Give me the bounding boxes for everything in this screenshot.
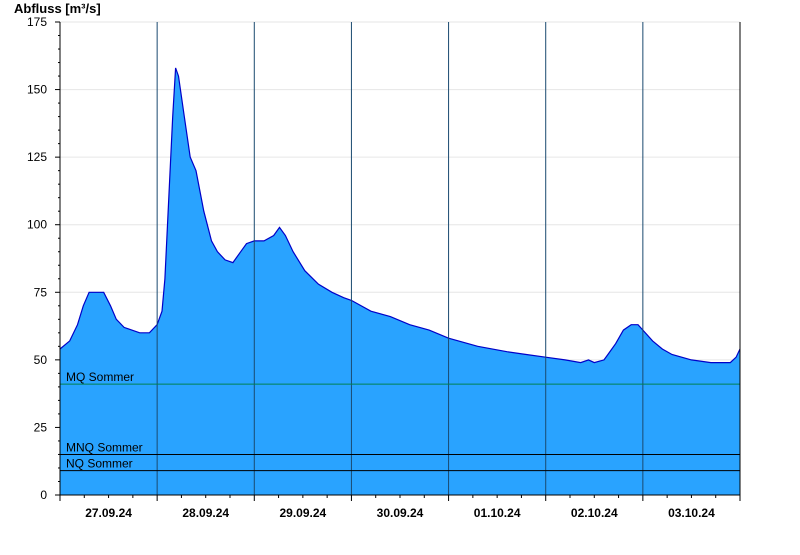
day-lines-layer <box>156 22 644 495</box>
x-tick-label: 29.09.24 <box>279 506 326 520</box>
y-tick-label: 25 <box>34 420 48 434</box>
x-tick-label: 01.10.24 <box>474 506 521 520</box>
area-layer <box>59 67 741 496</box>
y-tick-label: 50 <box>34 353 48 367</box>
y-tick-label: 175 <box>27 15 47 29</box>
x-tick-label: 30.09.24 <box>377 506 424 520</box>
reference-line-label: MNQ Sommer <box>66 440 143 454</box>
x-tick-label: 27.09.24 <box>85 506 132 520</box>
x-tick-label: 02.10.24 <box>571 506 618 520</box>
reference-line-label: NQ Sommer <box>66 457 133 471</box>
axis-layer: 0 25 50 75 100 125 150 175 27.09.24 28.09.24 29.09… <box>27 15 741 520</box>
y-tick-label: 125 <box>27 150 47 164</box>
x-tick-label: 28.09.24 <box>182 506 229 520</box>
y-tick-label: 150 <box>27 83 47 97</box>
discharge-area <box>60 67 740 496</box>
reference-lines-layer: MQ Sommer MNQ Sommer NQ Sommer <box>60 370 740 472</box>
y-tick-label: 100 <box>27 218 47 232</box>
x-tick-label: 03.10.24 <box>668 506 715 520</box>
reference-line-label: MQ Sommer <box>66 370 134 384</box>
y-axis-label: Abfluss [m³/s] <box>14 1 101 16</box>
y-tick-label: 0 <box>40 488 47 502</box>
y-tick-label: 75 <box>34 285 48 299</box>
